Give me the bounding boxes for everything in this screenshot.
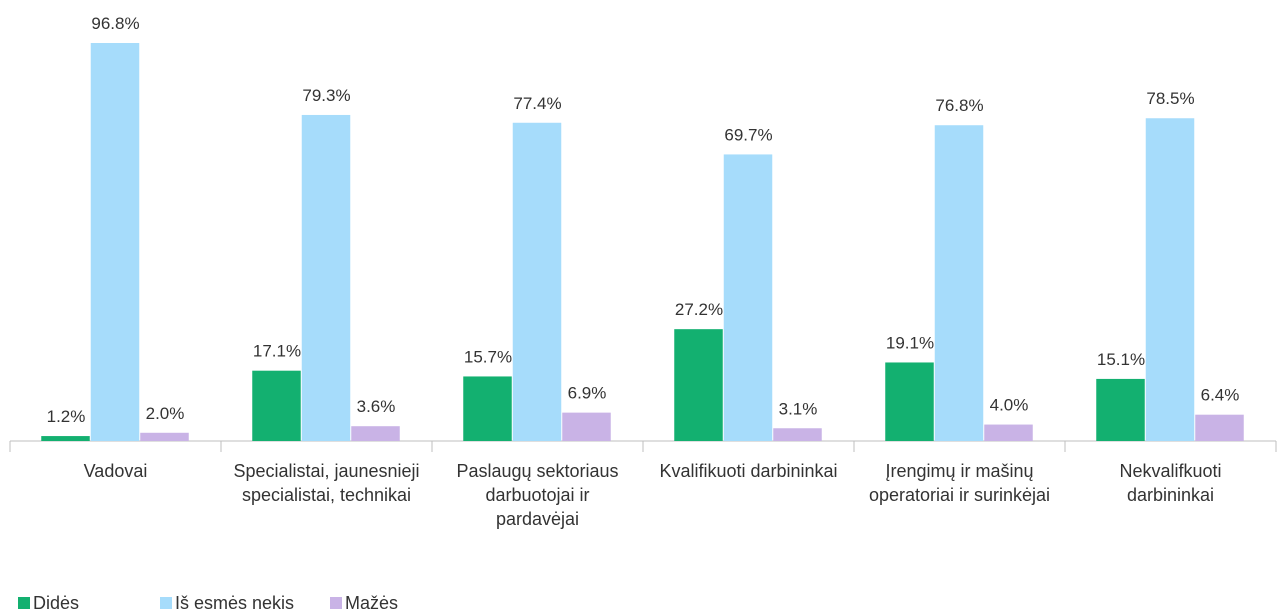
legend-label: Didės — [33, 593, 79, 613]
value-label: 15.7% — [464, 347, 512, 366]
value-label: 76.8% — [935, 96, 983, 115]
x-tick-label: Nekvalifkuoti darbininkai — [1119, 461, 1222, 505]
bar — [934, 125, 984, 441]
legend-label: Mažės — [345, 593, 398, 613]
value-label: 1.2% — [47, 407, 86, 426]
x-tick-label: Kvalifikuoti darbininkai — [659, 461, 838, 481]
legend-swatch — [18, 597, 30, 609]
bar — [1145, 118, 1195, 442]
value-label: 4.0% — [990, 396, 1029, 415]
x-tick-label: Vadovai — [83, 461, 148, 481]
bar — [512, 122, 562, 441]
value-label: 17.1% — [253, 342, 301, 361]
value-label: 3.1% — [779, 399, 818, 418]
bar — [723, 154, 773, 441]
legend-swatch — [330, 597, 342, 609]
value-label: 6.4% — [1201, 386, 1240, 405]
x-tick-label: Paslaugų sektoriaus darbuotojai ir parda… — [456, 461, 619, 529]
bar — [41, 436, 90, 441]
legend-label: Iš esmės nekis — [175, 593, 294, 613]
value-label: 96.8% — [91, 14, 139, 33]
bar — [885, 362, 934, 441]
value-label: 15.1% — [1097, 350, 1145, 369]
legend-swatch — [160, 597, 172, 609]
x-tick-label: Specialistai, jaunesnieji specialistai, … — [233, 461, 420, 505]
value-label: 6.9% — [568, 384, 607, 403]
bar — [463, 376, 512, 441]
value-label: 79.3% — [302, 86, 350, 105]
x-tick-label: Įrengimų ir mašinų operatoriai ir surink… — [868, 461, 1051, 505]
value-label: 27.2% — [675, 300, 723, 319]
value-label: 2.0% — [146, 404, 185, 423]
value-label: 78.5% — [1146, 89, 1194, 108]
bar — [90, 43, 140, 441]
bar — [674, 329, 723, 441]
value-label: 69.7% — [724, 125, 772, 144]
bar — [1096, 378, 1145, 441]
value-label: 3.6% — [357, 397, 396, 416]
bar — [1195, 414, 1244, 441]
bar — [984, 424, 1033, 441]
bar — [140, 432, 189, 441]
bar — [252, 370, 301, 441]
bar — [351, 426, 400, 441]
value-label: 77.4% — [513, 94, 561, 113]
value-label: 19.1% — [886, 333, 934, 352]
bar — [301, 114, 351, 441]
bar — [773, 428, 822, 441]
bar — [562, 412, 611, 441]
